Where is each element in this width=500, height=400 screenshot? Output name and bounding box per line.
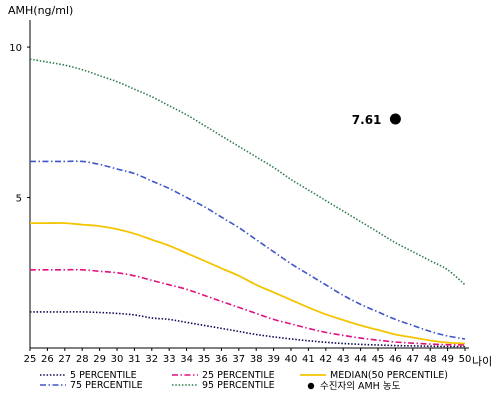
legend-swatch-patient-point [307,382,315,390]
x-tick-label: 40 [285,354,298,365]
x-tick-label: 42 [319,354,332,365]
axes: 5 10 25 26 27 28 29 30 31 32 33 34 35 36 37 38 39 40 41 42 4… [9,20,471,365]
x-tick-label: 26 [41,354,54,365]
legend-label-5-percentile: 5 PERCENTILE [70,370,137,381]
series-line-95-percentile [29,58,466,286]
legend-label-median-50-percentile: MEDIAN(50 PERCENTILE) [330,370,448,381]
x-tick-label: 37 [232,354,245,365]
x-tick-label: 31 [128,354,141,365]
y-tick-label: 5 [16,194,22,205]
series-line-75-percentile [30,160,466,340]
x-tick-label: 38 [250,354,263,365]
x-tick-label: 35 [198,354,211,365]
x-tick-label: 32 [145,354,158,365]
x-tick-label: 27 [58,354,71,365]
x-tick-label: 46 [389,354,402,365]
legend: 5 PERCENTILE 25 PERCENTILE MEDIAN(50 PERCE… [40,370,448,392]
x-tick-label: 28 [76,354,89,365]
legend-label-95-percentile: 95 PERCENTILE [202,380,275,391]
x-tick-label: 47 [406,354,419,365]
series-line-median-50-percentile [29,222,466,345]
x-axis-label: 나이 [472,355,492,368]
y-axis-label: AMH(ng/ml) [8,4,73,17]
x-tick-label: 50 [459,354,472,365]
x-tick-label: 29 [93,354,106,365]
x-tick-label: 33 [163,354,176,365]
legend-label-25-percentile: 25 PERCENTILE [202,370,275,381]
x-tick-label: 45 [372,354,385,365]
y-tick-label: 10 [9,43,22,54]
x-tick-label: 44 [354,354,367,365]
x-tick-label: 30 [111,354,124,365]
series-line-5-percentile [30,311,465,348]
x-tick-label: 43 [337,354,350,365]
highlight-point-layer: 7.61 [352,113,401,127]
x-tick-label: 34 [180,354,193,365]
x-tick-label: 41 [302,354,315,365]
x-tick-label: 25 [24,354,37,365]
x-tick-label: 39 [267,354,280,365]
patient-amh-value-label: 7.61 [352,113,382,127]
legend-label-75-percentile: 75 PERCENTILE [70,380,143,391]
x-tick-label: 36 [215,354,228,365]
x-tick-label: 49 [441,354,454,365]
legend-label-patient-point: 수진자의 AMH 농도 [320,381,401,392]
series-layer [29,58,466,348]
series-line-25-percentile [30,268,466,346]
patient-amh-point [389,113,401,125]
x-tick-label: 48 [424,354,437,365]
